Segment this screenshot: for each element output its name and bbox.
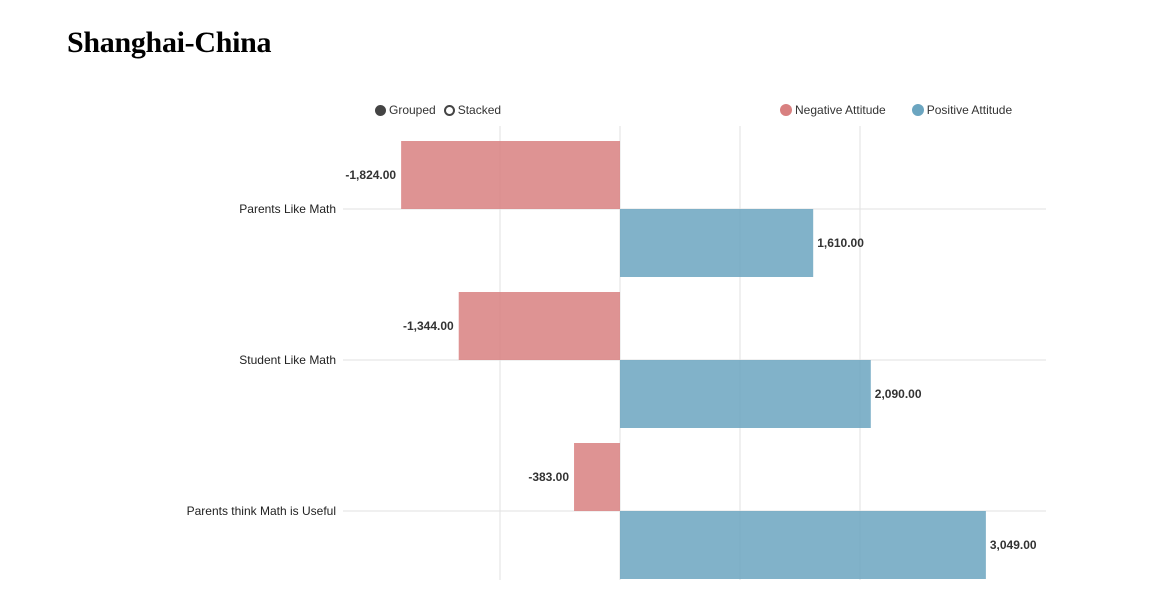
category-label: Parents Like Math: [239, 202, 336, 216]
grouped-label: Grouped: [389, 103, 436, 117]
positive-bar: [620, 360, 871, 428]
stacked-radio-icon: [443, 104, 455, 116]
legend-label-positive: Positive Attitude: [926, 103, 1013, 117]
value-label: 3,049.00: [990, 538, 1037, 552]
grouped-radio[interactable]: Grouped: [375, 103, 436, 117]
positive-bar: [620, 511, 986, 579]
value-label: -383.00: [528, 470, 569, 484]
stacked-label: Stacked: [457, 103, 502, 117]
negative-bar: [574, 443, 620, 511]
legend-item-positive[interactable]: Positive Attitude: [911, 103, 1013, 117]
value-label: 1,610.00: [817, 236, 864, 250]
legend-item-negative[interactable]: Negative Attitude: [780, 103, 886, 117]
negative-bar: [401, 141, 620, 209]
positive-bar: [620, 209, 814, 277]
legend-label-negative: Negative Attitude: [795, 103, 886, 117]
category-label: Student Like Math: [239, 353, 336, 367]
grouped-radio-icon: [375, 104, 386, 116]
legend-swatch-positive: [911, 104, 924, 116]
value-label: 2,090.00: [875, 387, 922, 401]
value-label: -1,824.00: [345, 168, 396, 182]
stacked-radio[interactable]: Stacked: [443, 103, 502, 117]
value-label: -1,344.00: [403, 319, 454, 333]
chart-legend: Negative Attitude Positive Attitude: [780, 103, 1012, 117]
chart-title: Shanghai-China: [67, 26, 272, 59]
legend-swatch-negative: [780, 104, 792, 116]
chart-mode-toggle: Grouped Stacked: [375, 103, 509, 117]
category-label: Parents think Math is Useful: [187, 504, 336, 518]
negative-bar: [458, 292, 620, 360]
